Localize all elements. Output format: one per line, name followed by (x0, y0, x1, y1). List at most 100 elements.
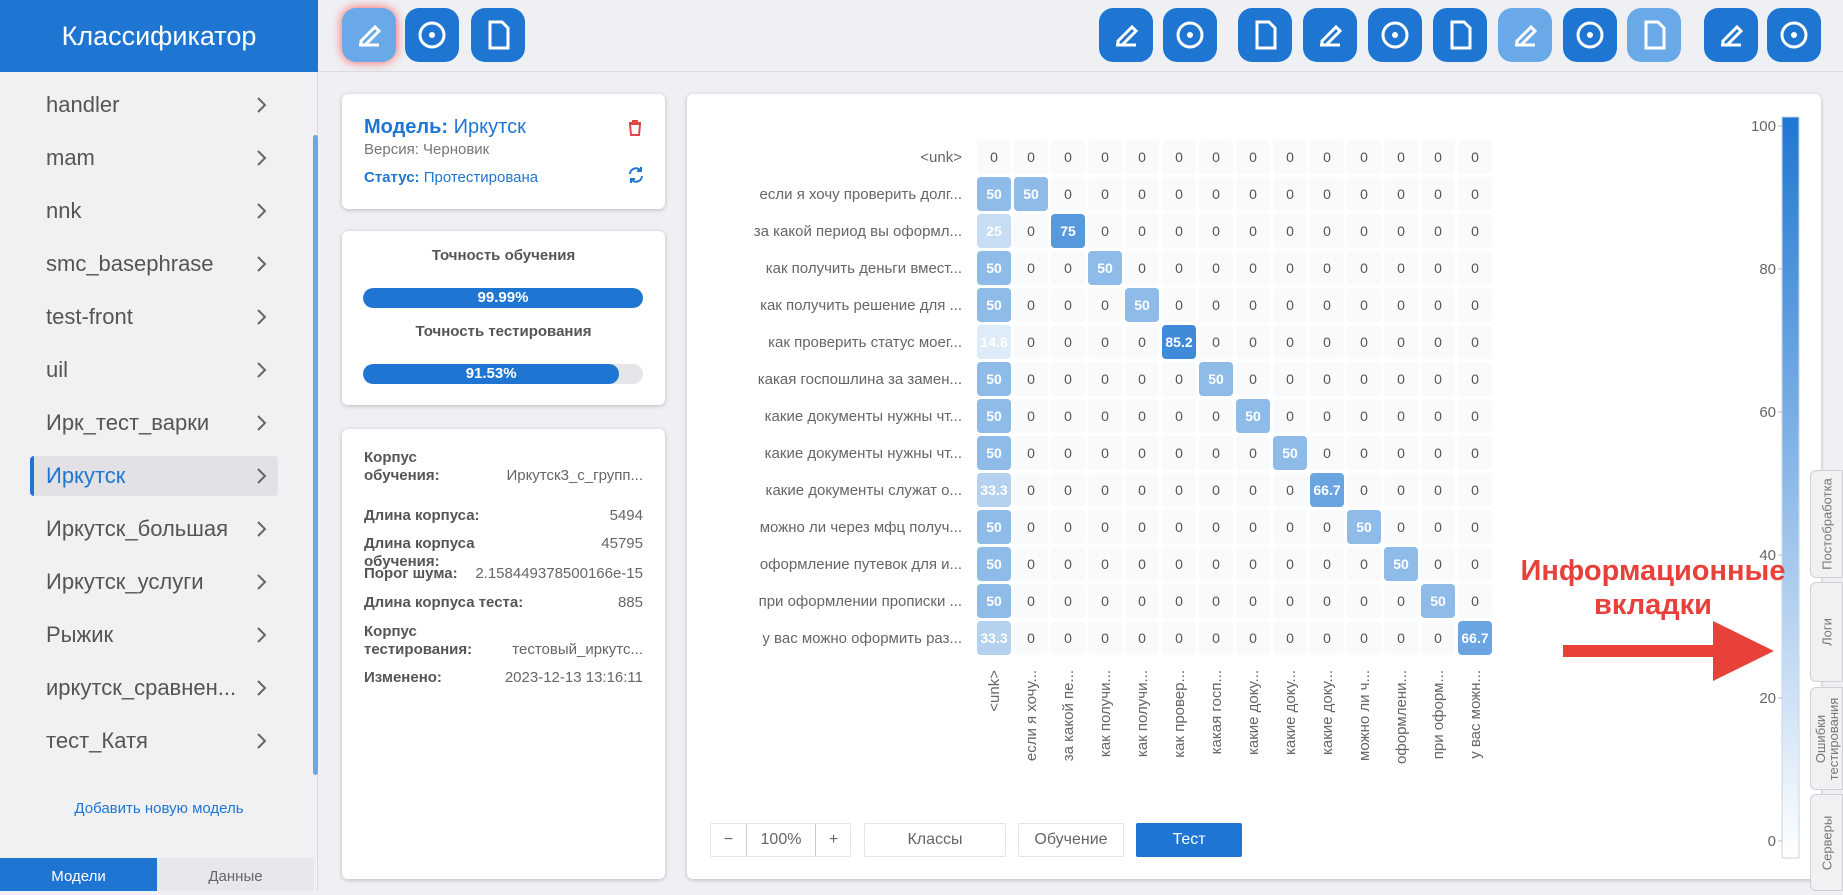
matrix-cell (1051, 473, 1085, 507)
zoom-in[interactable]: + (815, 824, 851, 856)
toolbar-button[interactable] (1498, 8, 1552, 62)
toolbar-button[interactable] (471, 8, 525, 62)
chevron-icon[interactable] (257, 309, 267, 325)
model-item[interactable]: uil (46, 357, 69, 382)
chevron-icon[interactable] (257, 521, 267, 537)
chevron-icon[interactable] (257, 150, 267, 166)
chevron-icon[interactable] (257, 256, 267, 272)
toolbar-button[interactable] (1238, 8, 1292, 62)
toolbar-button[interactable] (1303, 8, 1357, 62)
progress-track: 99.99% (363, 288, 643, 308)
chevron-icon[interactable] (257, 733, 267, 749)
refresh-icon[interactable] (627, 166, 645, 184)
chevron-icon[interactable] (257, 680, 267, 696)
toolbar-button[interactable] (1163, 8, 1217, 62)
cell-label: 0 (1397, 371, 1405, 387)
cell-label: 0 (1101, 593, 1109, 609)
side-tab[interactable]: Ошибки тестирования (1810, 687, 1843, 790)
model-item[interactable]: Иркутск_большая (46, 516, 229, 541)
chevron-icon[interactable] (257, 468, 267, 484)
cell-label: 0 (1212, 260, 1220, 276)
delete-icon[interactable] (627, 119, 643, 137)
matrix-cell (1310, 288, 1344, 322)
scrollbar[interactable] (313, 135, 318, 775)
matrix-cell (1014, 251, 1048, 285)
toolbar-button[interactable] (1368, 8, 1422, 62)
model-item[interactable]: mam (46, 145, 95, 170)
cell-label: 0 (1323, 445, 1331, 461)
chevron-icon[interactable] (257, 415, 267, 431)
cell-label: 50 (1023, 186, 1039, 202)
cell-label: 0 (1138, 408, 1146, 424)
row-label: какая госпошлина за замен... (758, 371, 962, 388)
model-item[interactable]: smc_basephrase (46, 251, 214, 276)
side-tab[interactable]: Постобработка (1810, 470, 1843, 578)
model-item[interactable]: Ирк_тест_варки (46, 410, 210, 435)
model-item[interactable]: nnk (46, 198, 82, 223)
toolbar-button[interactable] (1099, 8, 1153, 62)
view-button[interactable]: Классы (864, 823, 1006, 857)
sidebar-tab[interactable]: Данные (157, 858, 314, 891)
matrix-cell (1273, 547, 1307, 581)
side-tab[interactable]: Серверы (1810, 794, 1843, 891)
side-tab[interactable]: Логи (1810, 582, 1843, 682)
toolbar-button[interactable] (1767, 8, 1821, 62)
matrix-cell (1125, 473, 1159, 507)
chevron-icon[interactable] (257, 203, 267, 219)
matrix-cell (1347, 325, 1381, 359)
add-model-link[interactable]: Добавить новую модель (74, 800, 244, 817)
cell-label: 0 (1286, 482, 1294, 498)
cell-label: 0 (1286, 593, 1294, 609)
toolbar-button[interactable] (405, 8, 459, 62)
column-label: за какой пе... (1060, 670, 1077, 761)
model-item[interactable]: Иркутск_услуги (46, 569, 204, 594)
model-item[interactable]: Иркутск (30, 456, 278, 496)
matrix-cell (1310, 547, 1344, 581)
sidebar-tab[interactable]: Модели (0, 858, 157, 891)
cell-label: 0 (1249, 556, 1257, 572)
chevron-icon[interactable] (257, 627, 267, 643)
model-item[interactable]: иркутск_сравнен... (46, 675, 237, 700)
matrix-cell (977, 288, 1011, 322)
cell-label: 0 (1064, 630, 1072, 646)
matrix-cell (1125, 510, 1159, 544)
row-label: если я хочу проверить долг... (760, 186, 962, 203)
view-button[interactable]: Тест (1136, 823, 1242, 857)
toolbar-button[interactable] (342, 8, 396, 62)
view-button[interactable]: Обучение (1018, 823, 1124, 857)
cell-label: 0 (1434, 445, 1442, 461)
zoom-out[interactable]: − (711, 824, 747, 856)
model-item[interactable]: test-front (46, 304, 133, 329)
matrix-cell (1088, 214, 1122, 248)
toolbar-button[interactable] (1563, 8, 1617, 62)
cell-label: 0 (1323, 408, 1331, 424)
matrix-cell (1088, 288, 1122, 322)
matrix-cell (1347, 251, 1381, 285)
model-item[interactable]: тест_Катя (46, 728, 148, 753)
model-item[interactable]: Рыжик (46, 622, 114, 647)
toolbar-button[interactable] (1704, 8, 1758, 62)
matrix-cell (1458, 177, 1492, 211)
chevron-icon[interactable] (257, 97, 267, 113)
chevron-icon[interactable] (257, 574, 267, 590)
matrix-cell (1273, 621, 1307, 655)
chevron-icon[interactable] (257, 362, 267, 378)
cell-label: 50 (986, 445, 1002, 461)
cell-label: 0 (1212, 630, 1220, 646)
toolbar-button[interactable] (1627, 8, 1681, 62)
cell-label: 0 (1360, 297, 1368, 313)
matrix-cell (1014, 399, 1048, 433)
cell-label: 25 (986, 223, 1002, 239)
model-item[interactable]: handler (46, 92, 120, 117)
matrix-cell (977, 399, 1011, 433)
matrix-cell (1236, 214, 1270, 248)
cell-label: 0 (1286, 556, 1294, 572)
row-label: как получить решение для ... (760, 297, 962, 314)
cell-label: 0 (1471, 223, 1479, 239)
toolbar-button[interactable] (1433, 8, 1487, 62)
matrix-cell (1310, 473, 1344, 507)
side-tab-label: Ошибки тестирования (1812, 697, 1841, 780)
matrix-cell (1421, 547, 1455, 581)
annotation-arrow (1563, 621, 1774, 681)
matrix-cell (1310, 177, 1344, 211)
